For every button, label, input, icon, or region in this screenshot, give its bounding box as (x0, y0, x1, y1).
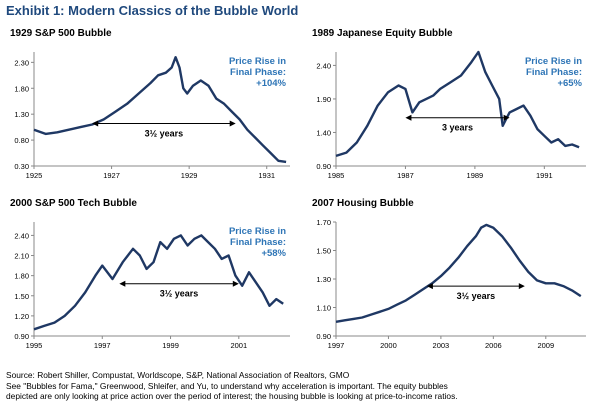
y-tick-label: 0.30 (14, 162, 29, 171)
annotation-text: Price Rise in (525, 56, 582, 67)
y-tick-label: 2.40 (14, 231, 29, 240)
x-tick-label: 1987 (397, 171, 414, 180)
x-tick-label: 1991 (536, 171, 553, 180)
series-line (335, 223, 582, 323)
span-arrowhead-right (229, 120, 236, 127)
x-tick-label: 2006 (485, 341, 502, 350)
y-tick-label: 1.90 (316, 95, 331, 104)
span-label: 3½ years (145, 129, 184, 139)
y-tick-label: 1.70 (316, 218, 331, 227)
x-tick-label: 1925 (26, 171, 43, 180)
source-line: depicted are only looking at price actio… (6, 391, 458, 402)
span-label: 3 years (442, 123, 473, 133)
chart-panel-1929: 1929 S&P 500 Bubble 0.30 0.80 1.30 1.80 2.30… (0, 28, 290, 208)
source-line: Source: Robert Shiller, Compustat, World… (6, 370, 350, 380)
source-line: See "Bubbles for Fama," Greenwood, Shlei… (6, 380, 448, 391)
series-line (33, 56, 287, 164)
y-tick-label: 2.40 (316, 61, 331, 70)
chart-panel-2000: 2000 S&P 500 Tech Bubble 0.90 1.20 1.50 1.8… (0, 198, 290, 378)
x-tick-label: 1931 (258, 171, 275, 180)
y-tick-label: 1.30 (316, 275, 331, 284)
series-line (33, 234, 284, 331)
annotation-text: +104% (256, 78, 286, 89)
annotation-text: +65% (557, 78, 582, 89)
x-tick-label: 1985 (328, 171, 345, 180)
x-tick-label: 2000 (380, 341, 397, 350)
y-tick-label: 2.30 (14, 58, 29, 67)
chart-panel-1989: 1989 Japanese Equity Bubble 0.90 1.40 1.90… (302, 28, 592, 208)
annotation-text: Final Phase: (230, 67, 286, 78)
y-tick-label: 1.40 (316, 128, 331, 137)
span-arrowhead-left (119, 280, 126, 287)
chart-svg: 0.90 1.40 1.90 2.40 1985 1987 1989 1991 3 years P… (316, 50, 586, 180)
span-arrowhead-left (405, 114, 412, 121)
annotation-text: Final Phase: (230, 237, 286, 248)
span-arrowhead-left (92, 120, 99, 127)
x-tick-label: 2001 (230, 341, 247, 350)
annotation-text: Price Rise in (229, 226, 286, 237)
y-tick-label: 1.30 (14, 110, 29, 119)
y-tick-label: 1.80 (14, 84, 29, 93)
chart-panel-2007: 2007 Housing Bubble 0.90 1.10 1.30 1.50 1.70… (302, 198, 592, 378)
exhibit-title: Exhibit 1: Modern Classics of the Bubble… (6, 3, 299, 18)
y-tick-label: 1.50 (14, 292, 29, 301)
chart-title: 1989 Japanese Equity Bubble (312, 28, 453, 39)
y-tick-label: 1.80 (14, 272, 29, 281)
x-tick-label: 1997 (328, 341, 345, 350)
span-arrowhead-right (232, 280, 239, 287)
span-label: 3½ years (160, 289, 199, 299)
chart-title: 1929 S&P 500 Bubble (10, 28, 112, 39)
chart-svg: 0.30 0.80 1.30 1.80 2.30 1925 1927 1929 1931 3½ y… (14, 52, 290, 180)
chart-title: 2000 S&P 500 Tech Bubble (10, 198, 137, 209)
x-tick-label: 1927 (103, 171, 120, 180)
x-tick-label: 1999 (162, 341, 179, 350)
span-arrowhead-right (518, 283, 525, 290)
span-arrowhead-right (503, 114, 510, 121)
y-tick-label: 0.90 (14, 332, 29, 341)
x-tick-label: 2009 (537, 341, 554, 350)
x-tick-label: 1989 (467, 171, 484, 180)
annotation-text: Final Phase: (526, 67, 582, 78)
y-tick-label: 1.20 (14, 312, 29, 321)
y-tick-label: 0.80 (14, 136, 29, 145)
annotation-text: +58% (261, 248, 286, 259)
x-tick-label: 1997 (94, 341, 111, 350)
x-tick-label: 1995 (26, 341, 43, 350)
y-tick-label: 1.10 (316, 304, 331, 313)
chart-svg: 0.90 1.20 1.50 1.80 2.10 2.40 1995 1997 1999 2001… (14, 222, 290, 350)
x-tick-label: 1929 (181, 171, 198, 180)
source-note: Source: Robert Shiller, Compustat, World… (6, 370, 592, 402)
y-tick-label: 0.90 (316, 162, 331, 171)
span-label: 3½ years (457, 291, 496, 301)
y-tick-label: 1.50 (316, 247, 331, 256)
y-tick-label: 0.90 (316, 332, 331, 341)
chart-svg: 0.90 1.10 1.30 1.50 1.70 1997 2000 2003 2006 2009… (316, 218, 586, 350)
series-line (335, 50, 580, 158)
y-tick-label: 2.10 (14, 252, 29, 261)
x-tick-label: 2003 (433, 341, 450, 350)
chart-title: 2007 Housing Bubble (312, 198, 414, 209)
annotation-text: Price Rise in (229, 56, 286, 67)
span-arrowhead-left (426, 283, 433, 290)
